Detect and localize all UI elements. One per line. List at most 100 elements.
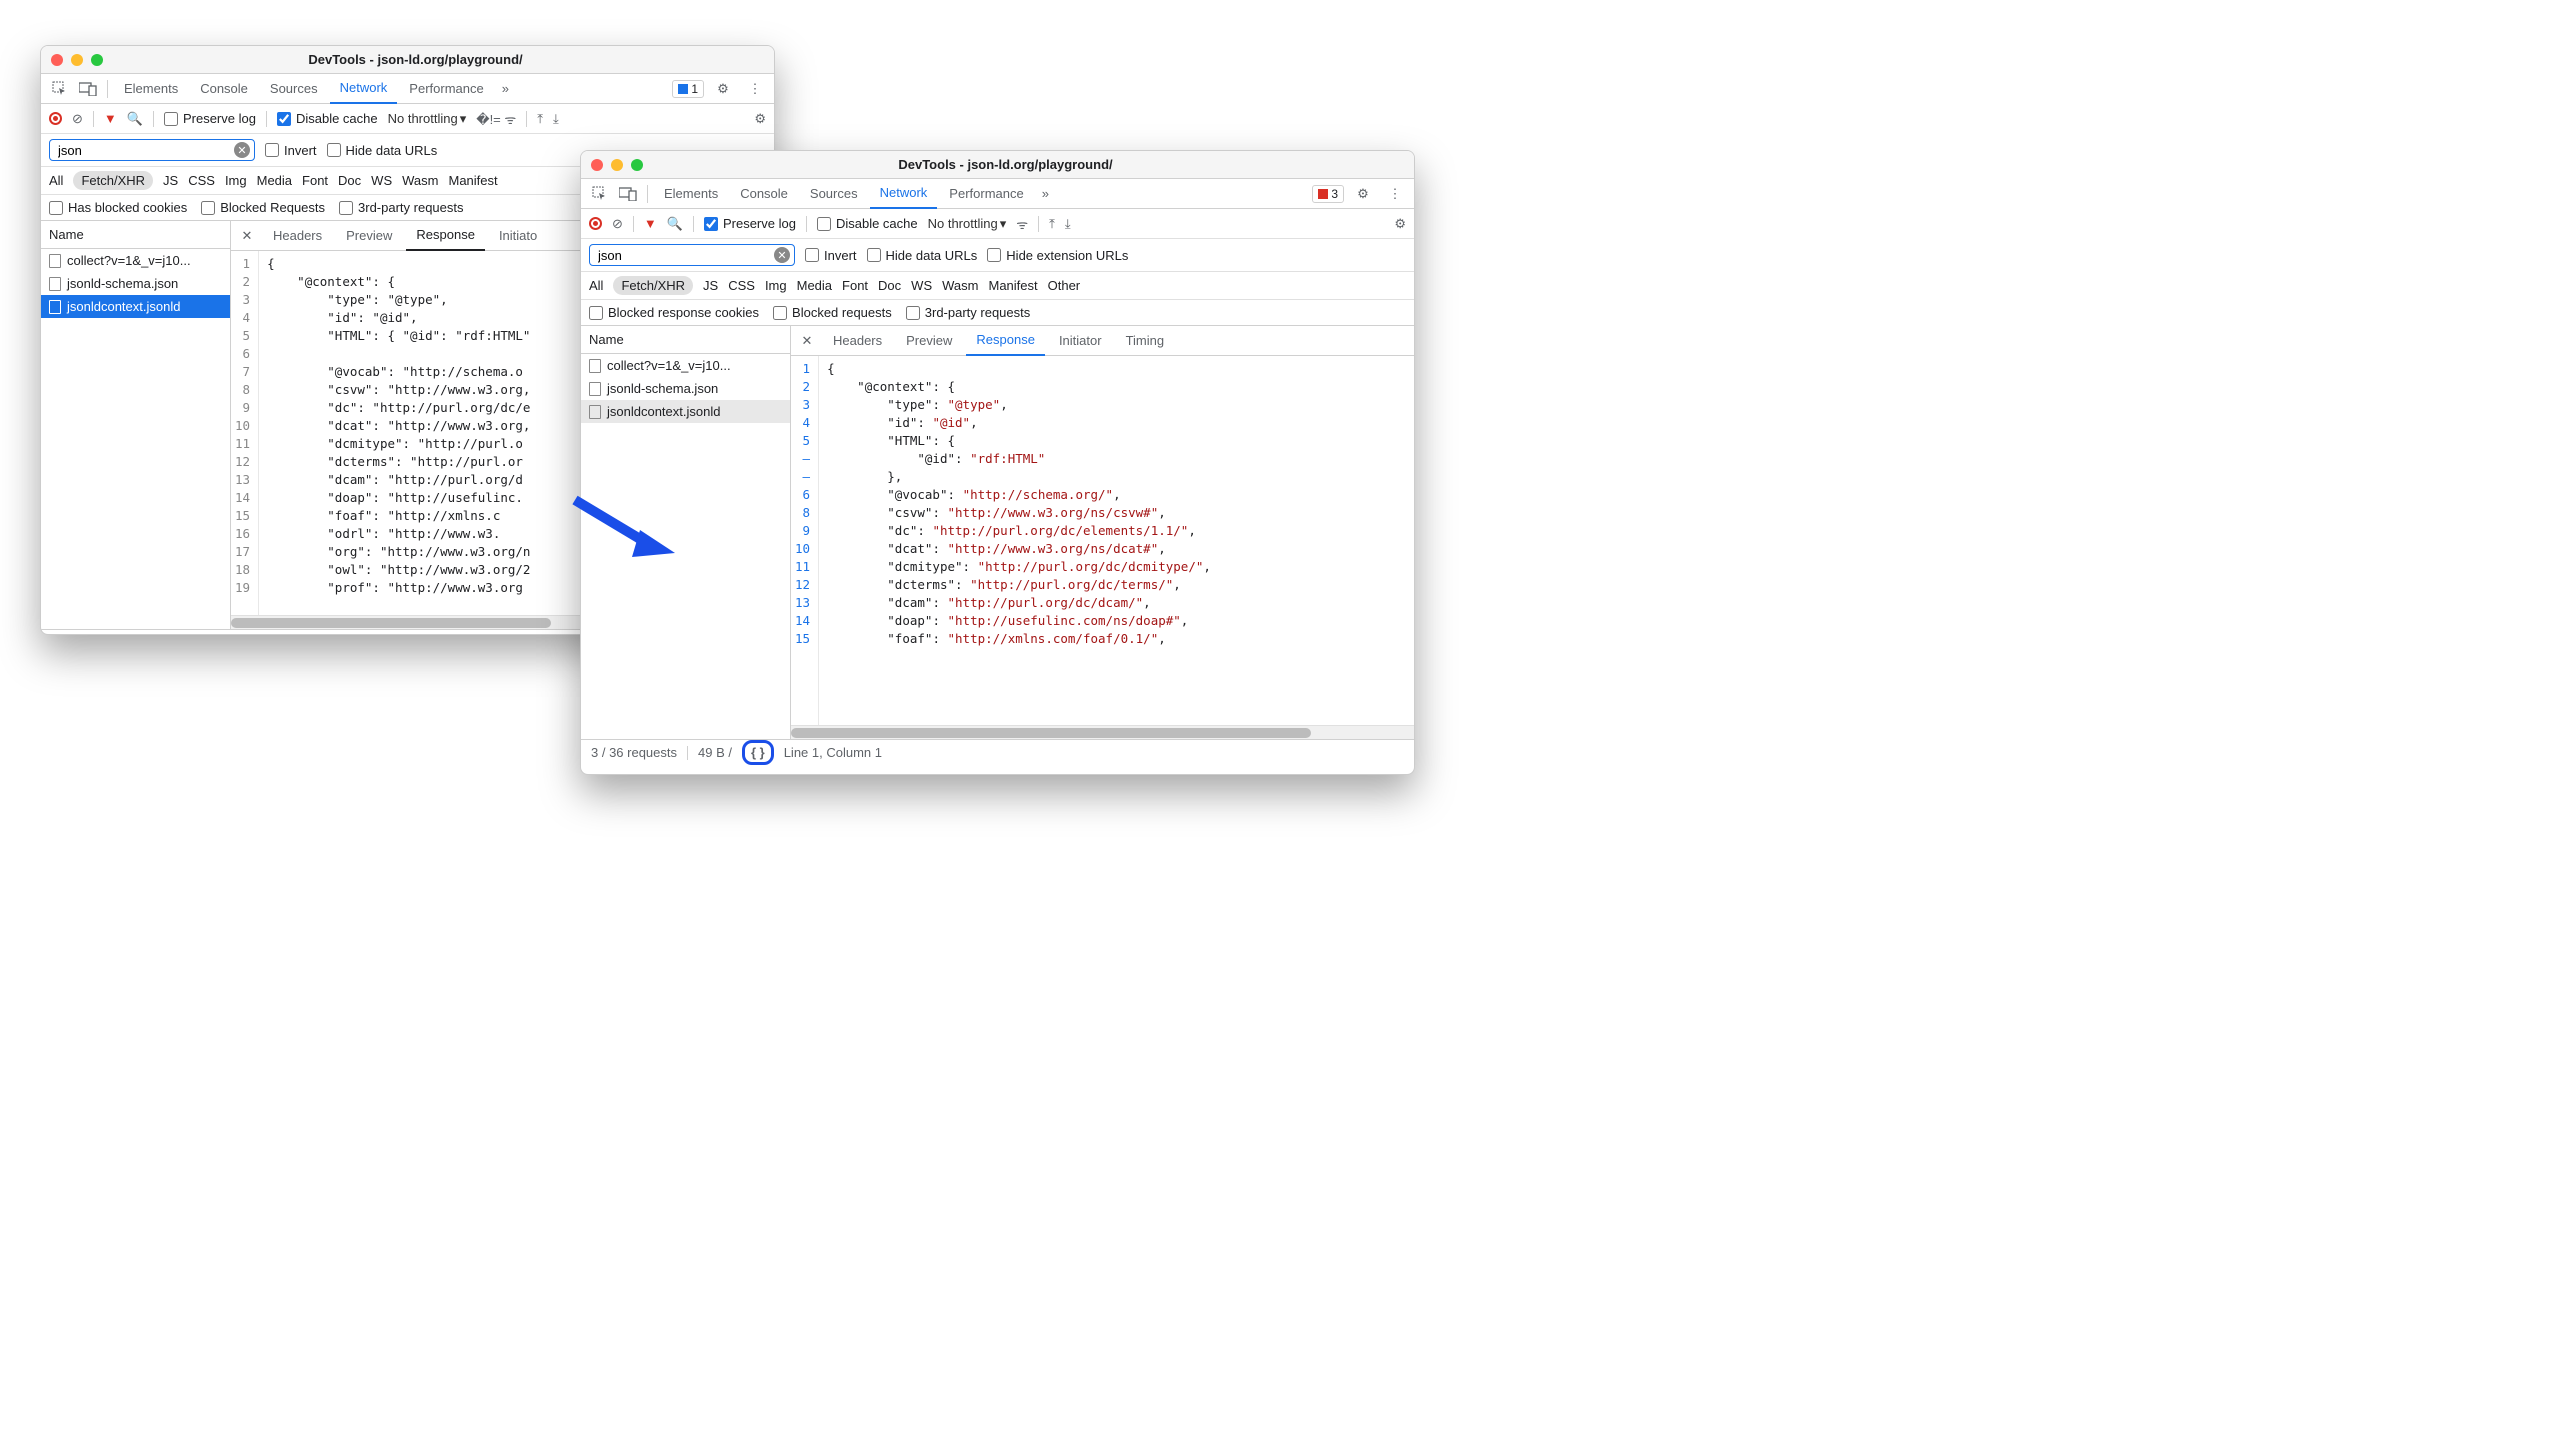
filter-input[interactable]: ✕ [589, 244, 795, 266]
type-font[interactable]: Font [842, 278, 868, 293]
tab-console[interactable]: Console [190, 74, 258, 104]
settings-gear-icon[interactable]: ⚙ [1394, 216, 1406, 232]
disable-cache-check[interactable]: Disable cache [277, 111, 378, 126]
download-icon[interactable]: ⤓ [553, 111, 559, 127]
type-all[interactable]: All [589, 278, 603, 293]
type-img[interactable]: Img [765, 278, 787, 293]
clear-icon[interactable]: ✕ [774, 247, 790, 263]
inspect-icon[interactable] [587, 186, 613, 202]
wifi-icon[interactable]: �!= ᯤ [476, 110, 516, 128]
request-row[interactable]: jsonld-schema.json [41, 272, 230, 295]
filter-icon[interactable]: ▼ [644, 216, 657, 231]
request-row[interactable]: collect?v=1&_v=j10... [581, 354, 790, 377]
request-row[interactable]: collect?v=1&_v=j10... [41, 249, 230, 272]
tab-console[interactable]: Console [730, 179, 798, 209]
type-css[interactable]: CSS [188, 173, 215, 188]
type-css[interactable]: CSS [728, 278, 755, 293]
dtab-preview[interactable]: Preview [896, 326, 962, 356]
tab-sources[interactable]: Sources [800, 179, 868, 209]
zoom-icon[interactable] [631, 159, 643, 171]
clear-icon[interactable]: ⊘ [612, 216, 623, 232]
dtab-preview[interactable]: Preview [336, 221, 402, 251]
dtab-response[interactable]: Response [966, 326, 1045, 356]
dtab-initiator[interactable]: Initiator [1049, 326, 1112, 356]
upload-icon[interactable]: ⤒ [537, 111, 543, 127]
type-media[interactable]: Media [797, 278, 832, 293]
clear-icon[interactable]: ✕ [234, 142, 250, 158]
settings-gear-icon[interactable]: ⚙ [754, 111, 766, 127]
name-header[interactable]: Name [581, 326, 790, 354]
filter-icon[interactable]: ▼ [104, 111, 117, 126]
filter-input[interactable]: ✕ [49, 139, 255, 161]
gear-icon[interactable]: ⚙ [1350, 186, 1376, 202]
third-party-check[interactable]: 3rd-party requests [339, 200, 464, 215]
blocked-requests-check[interactable]: Blocked Requests [201, 200, 325, 215]
hide-data-urls-check[interactable]: Hide data URLs [867, 248, 978, 263]
request-row[interactable]: jsonldcontext.jsonld [581, 400, 790, 423]
dtab-headers[interactable]: Headers [823, 326, 892, 356]
type-font[interactable]: Font [302, 173, 328, 188]
h-scrollbar[interactable] [791, 725, 1414, 739]
errors-badge[interactable]: 3 [1312, 185, 1344, 203]
type-all[interactable]: All [49, 173, 63, 188]
traffic-lights[interactable] [591, 159, 643, 171]
type-doc[interactable]: Doc [338, 173, 361, 188]
type-img[interactable]: Img [225, 173, 247, 188]
search-icon[interactable]: 🔍 [667, 216, 683, 232]
preserve-log-check[interactable]: Preserve log [164, 111, 256, 126]
invert-check[interactable]: Invert [265, 143, 317, 158]
more-tabs-icon[interactable]: » [1036, 186, 1055, 201]
tab-performance[interactable]: Performance [939, 179, 1033, 209]
dtab-response[interactable]: Response [406, 221, 485, 251]
type-wasm[interactable]: Wasm [402, 173, 438, 188]
type-wasm[interactable]: Wasm [942, 278, 978, 293]
search-icon[interactable]: 🔍 [127, 111, 143, 127]
dtab-initiator[interactable]: Initiato [489, 221, 547, 251]
request-row[interactable]: jsonldcontext.jsonld [41, 295, 230, 318]
filter-text[interactable] [58, 143, 234, 158]
wifi-icon[interactable]: ᯤ [1016, 215, 1028, 233]
type-ws[interactable]: WS [911, 278, 932, 293]
name-header[interactable]: Name [41, 221, 230, 249]
clear-icon[interactable]: ⊘ [72, 111, 83, 127]
type-manifest[interactable]: Manifest [988, 278, 1037, 293]
traffic-lights[interactable] [51, 54, 103, 66]
tab-network[interactable]: Network [870, 179, 938, 209]
filter-text[interactable] [598, 248, 774, 263]
hide-data-urls-check[interactable]: Hide data URLs [327, 143, 438, 158]
close-icon[interactable] [51, 54, 63, 66]
type-fetch[interactable]: Fetch/XHR [613, 276, 693, 295]
type-js[interactable]: JS [703, 278, 718, 293]
dtab-headers[interactable]: Headers [263, 221, 332, 251]
record-icon[interactable] [589, 217, 602, 230]
minimize-icon[interactable] [611, 159, 623, 171]
tab-elements[interactable]: Elements [654, 179, 728, 209]
upload-icon[interactable]: ⤒ [1049, 216, 1055, 232]
close-icon[interactable] [591, 159, 603, 171]
close-detail-icon[interactable]: ✕ [235, 228, 259, 244]
preserve-log-check[interactable]: Preserve log [704, 216, 796, 231]
source-text[interactable]: { "@context": { "type": "@type", "id": "… [819, 356, 1414, 725]
issues-badge[interactable]: 1 [672, 80, 704, 98]
request-row[interactable]: jsonld-schema.json [581, 377, 790, 400]
tab-elements[interactable]: Elements [114, 74, 188, 104]
blocked-cookies-check[interactable]: Blocked response cookies [589, 305, 759, 320]
blocked-cookies-check[interactable]: Has blocked cookies [49, 200, 187, 215]
type-manifest[interactable]: Manifest [448, 173, 497, 188]
type-other[interactable]: Other [1048, 278, 1081, 293]
device-toggle-icon[interactable] [615, 187, 641, 201]
record-icon[interactable] [49, 112, 62, 125]
invert-check[interactable]: Invert [805, 248, 857, 263]
device-toggle-icon[interactable] [75, 82, 101, 96]
disable-cache-check[interactable]: Disable cache [817, 216, 918, 231]
hide-ext-urls-check[interactable]: Hide extension URLs [987, 248, 1128, 263]
throttling-select[interactable]: No throttling ▾ [928, 216, 1007, 232]
third-party-check[interactable]: 3rd-party requests [906, 305, 1031, 320]
throttling-select[interactable]: No throttling ▾ [388, 111, 467, 127]
download-icon[interactable]: ⤓ [1065, 216, 1071, 232]
type-doc[interactable]: Doc [878, 278, 901, 293]
response-body[interactable]: 12345––689101112131415 { "@context": { "… [791, 356, 1414, 725]
more-tabs-icon[interactable]: » [496, 81, 515, 96]
pretty-print-button[interactable]: { } [742, 740, 774, 765]
tab-network[interactable]: Network [330, 74, 398, 104]
